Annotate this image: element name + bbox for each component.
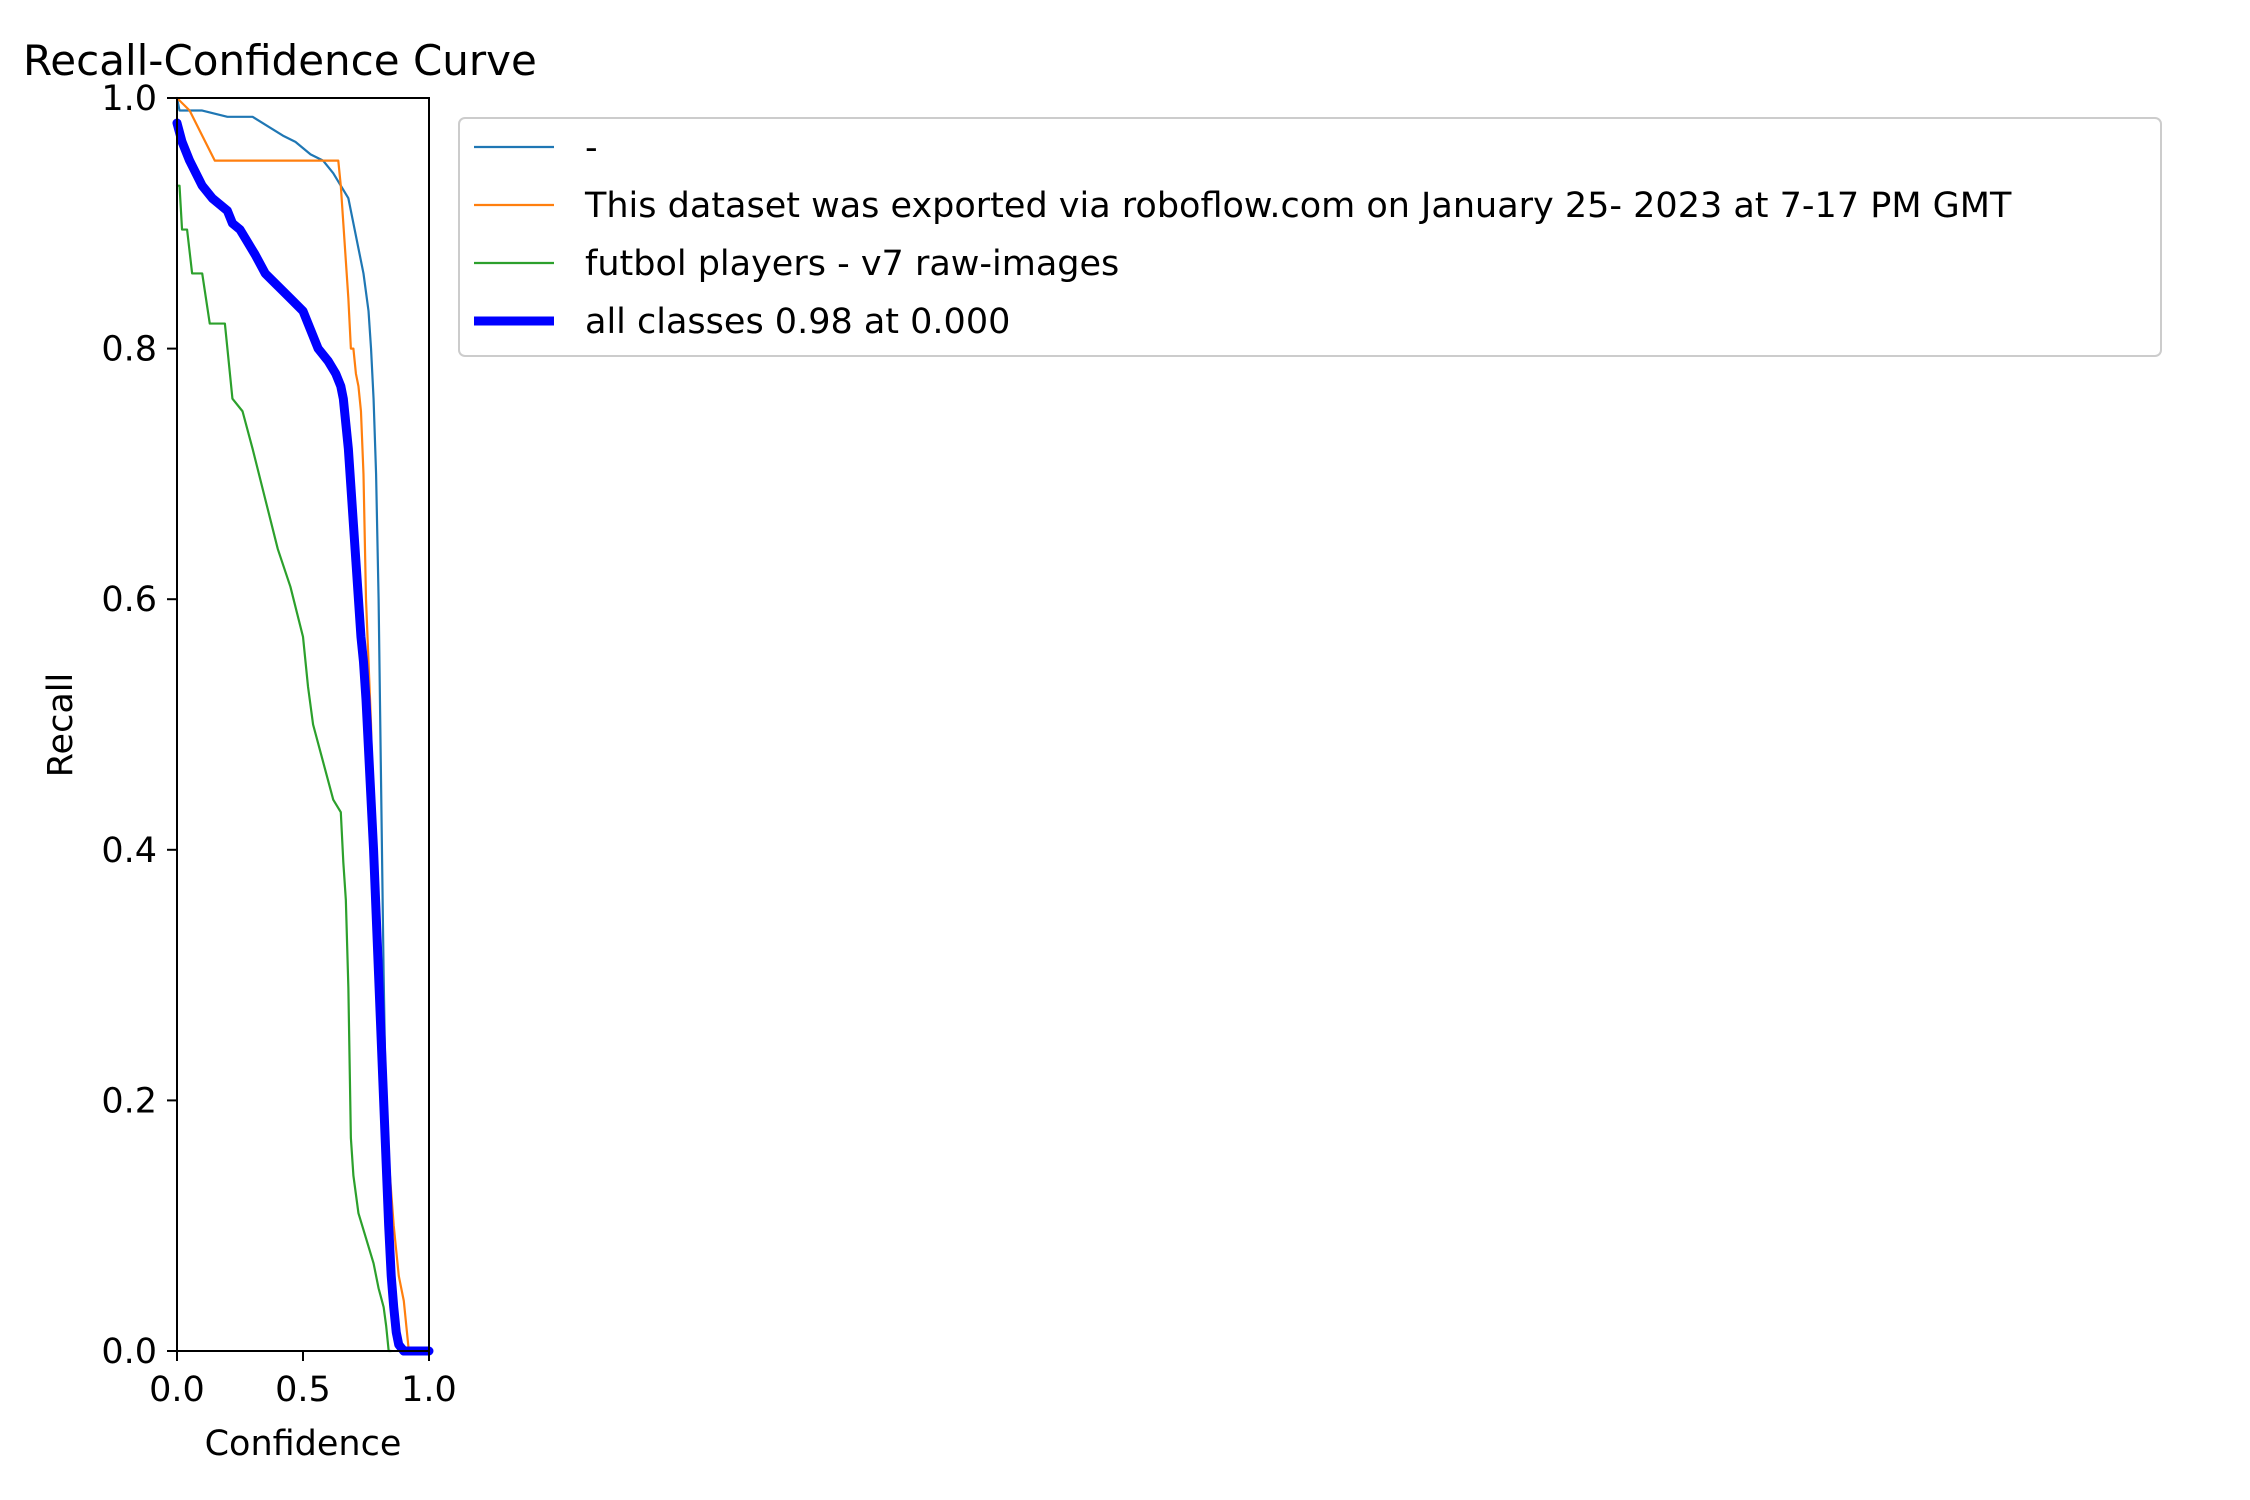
x-axis-label: Confidence: [205, 1424, 402, 1464]
series-line-1: [175, 96, 431, 1353]
legend-box: [458, 117, 2162, 357]
legend-label-2: futbol players - v7 raw-images: [585, 244, 1119, 284]
legend-label-1: This dataset was exported via roboflow.c…: [584, 186, 2012, 226]
y-tick-label: 0.0: [101, 1332, 157, 1372]
y-axis-label: Recall: [41, 673, 81, 777]
y-tick-label: 0.6: [101, 580, 157, 620]
y-tick-label: 0.2: [101, 1081, 157, 1121]
series-line-0: [175, 96, 431, 1353]
x-axis-ticks: 0.0 0.5 1.0: [149, 1351, 457, 1410]
plot-lines: [172, 96, 434, 1356]
y-axis-ticks: 0.0 0.2 0.4 0.6 0.8 1.0: [101, 79, 177, 1372]
legend-label-0: -: [585, 128, 598, 168]
y-tick-label: 1.0: [101, 79, 157, 119]
series-line-2: [175, 184, 393, 1353]
legend: - This dataset was exported via roboflow.…: [458, 117, 2162, 357]
legend-label-3: all classes 0.98 at 0.000: [585, 302, 1010, 342]
legend-entries: - This dataset was exported via roboflow.…: [474, 128, 2012, 342]
plot-frame: [176, 97, 430, 1352]
chart-title: Recall-Confidence Curve: [23, 36, 537, 85]
x-tick-label: 1.0: [401, 1370, 457, 1410]
x-tick-label: 0.5: [275, 1370, 331, 1410]
y-tick-label: 0.4: [101, 831, 157, 871]
x-tick-label: 0.0: [149, 1370, 205, 1410]
series-line-3: [172, 118, 434, 1356]
y-tick-label: 0.8: [101, 330, 157, 370]
